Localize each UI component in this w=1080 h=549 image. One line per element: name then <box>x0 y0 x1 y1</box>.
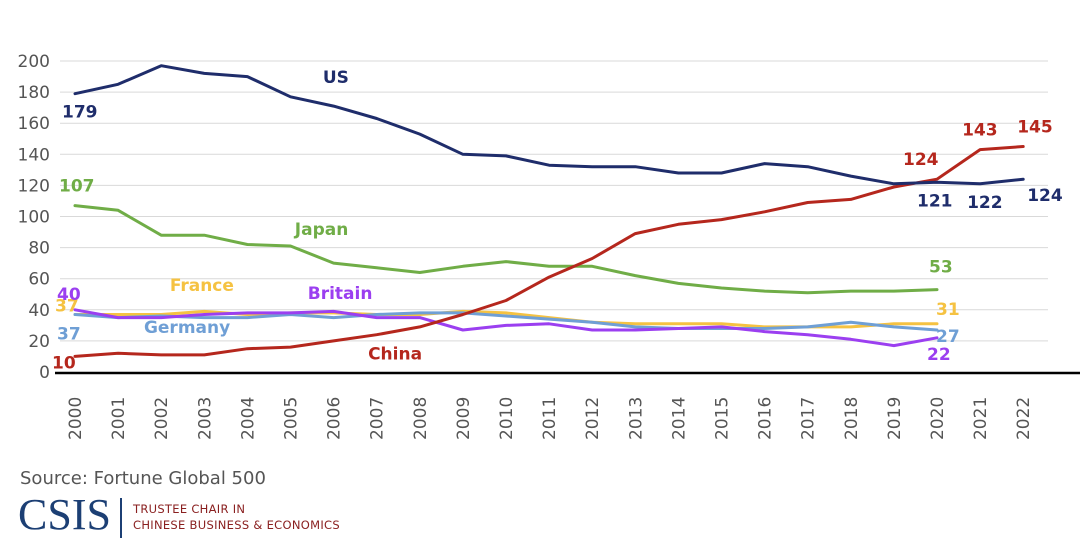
x-tick-label-2003: 2003 <box>195 397 215 440</box>
data-label-us-2020: 121 <box>917 191 953 211</box>
x-tick-label-2004: 2004 <box>238 397 258 440</box>
y-tick-label-100: 100 <box>18 208 50 228</box>
data-label-china-2022: 145 <box>1017 118 1052 138</box>
y-tick-label-200: 200 <box>18 52 50 72</box>
data-label-us-2021: 122 <box>967 193 1003 213</box>
x-axis-ticks: 2000 2001 2002 2003 2004 2005 2006 2007 2008 2009… <box>66 397 1034 440</box>
data-label-britain-2000: 40 <box>57 285 81 305</box>
series-name-france: France <box>170 276 234 296</box>
x-tick-label-2014: 2014 <box>669 397 689 440</box>
series-line-germany <box>73 311 939 332</box>
data-labels: 179 121 122 124 10 124 143 145 107 53 37 31 37 27 40 22 <box>52 103 1063 374</box>
x-tick-label-2021: 2021 <box>971 397 991 440</box>
trustee-line-1: TRUSTEE CHAIR IN <box>133 502 246 516</box>
data-label-china-2021: 143 <box>962 121 998 141</box>
data-label-us-2000: 179 <box>62 103 98 123</box>
x-tick-label-2012: 2012 <box>583 397 603 440</box>
source-note: Source: Fortune Global 500 <box>20 468 266 489</box>
x-tick-label-2011: 2011 <box>540 397 560 440</box>
y-tick-label-0: 0 <box>39 363 50 383</box>
x-tick-label-2005: 2005 <box>282 397 302 440</box>
series-line-china <box>73 145 1025 358</box>
x-tick-label-2006: 2006 <box>325 397 345 440</box>
series-line-us <box>73 64 1025 186</box>
y-tick-label-120: 120 <box>18 176 50 196</box>
series-lines <box>73 64 1025 358</box>
data-label-britain-2020: 22 <box>927 345 951 365</box>
y-axis-ticks: 0 20 40 60 80 100 120 140 160 180 200 <box>18 52 50 383</box>
x-tick-label-2015: 2015 <box>713 397 733 440</box>
data-label-france-2000: 37 <box>55 296 79 316</box>
series-line-britain <box>73 308 939 348</box>
x-tick-label-2013: 2013 <box>626 397 646 440</box>
x-tick-label-2009: 2009 <box>454 397 474 440</box>
y-tick-label-20: 20 <box>28 332 50 352</box>
series-name-britain: Britain <box>308 284 373 304</box>
series-name-labels: US China Japan France Germany Britain <box>144 68 422 365</box>
x-tick-label-2017: 2017 <box>799 397 819 440</box>
series-name-china: China <box>368 345 422 365</box>
x-tick-label-2010: 2010 <box>497 397 517 440</box>
y-tick-label-140: 140 <box>18 145 50 165</box>
x-tick-label-2020: 2020 <box>928 397 948 440</box>
logo-divider <box>120 498 122 538</box>
x-tick-label-2016: 2016 <box>756 397 776 440</box>
y-tick-label-40: 40 <box>28 301 50 321</box>
x-tick-label-2019: 2019 <box>885 397 905 440</box>
data-label-china-2020: 124 <box>903 150 939 170</box>
data-label-france-2020: 31 <box>936 300 960 320</box>
y-tick-label-60: 60 <box>28 270 50 290</box>
data-label-us-2022: 124 <box>1027 186 1063 206</box>
y-tick-label-160: 160 <box>18 114 50 134</box>
y-tick-label-180: 180 <box>18 83 50 103</box>
x-tick-label-2000: 2000 <box>66 397 86 440</box>
data-label-china-2000: 10 <box>52 353 76 373</box>
series-name-germany: Germany <box>144 318 230 338</box>
x-tick-label-2008: 2008 <box>411 397 431 440</box>
data-label-germany-2020: 27 <box>936 327 960 347</box>
x-tick-label-2002: 2002 <box>152 397 172 440</box>
data-label-japan-2000: 107 <box>59 177 95 197</box>
x-tick-label-2007: 2007 <box>368 397 388 440</box>
trustee-chair-text: TRUSTEE CHAIR IN CHINESE BUSINESS & ECON… <box>133 501 340 533</box>
gridlines <box>60 60 1048 342</box>
series-line-japan <box>73 204 939 295</box>
series-name-japan: Japan <box>294 220 349 240</box>
trustee-line-2: CHINESE BUSINESS & ECONOMICS <box>133 518 340 532</box>
data-label-germany-2000: 37 <box>57 324 81 344</box>
x-tick-label-2018: 2018 <box>842 397 862 440</box>
x-tick-label-2001: 2001 <box>109 397 129 440</box>
y-tick-label-80: 80 <box>28 239 50 259</box>
line-chart: 0 20 40 60 80 100 120 140 160 180 200 2000 2001 2002… <box>18 52 1080 440</box>
x-tick-label-2022: 2022 <box>1014 397 1034 440</box>
series-name-us: US <box>323 68 349 88</box>
csis-logo: CSIS <box>18 490 111 539</box>
data-label-japan-2020: 53 <box>929 258 953 278</box>
